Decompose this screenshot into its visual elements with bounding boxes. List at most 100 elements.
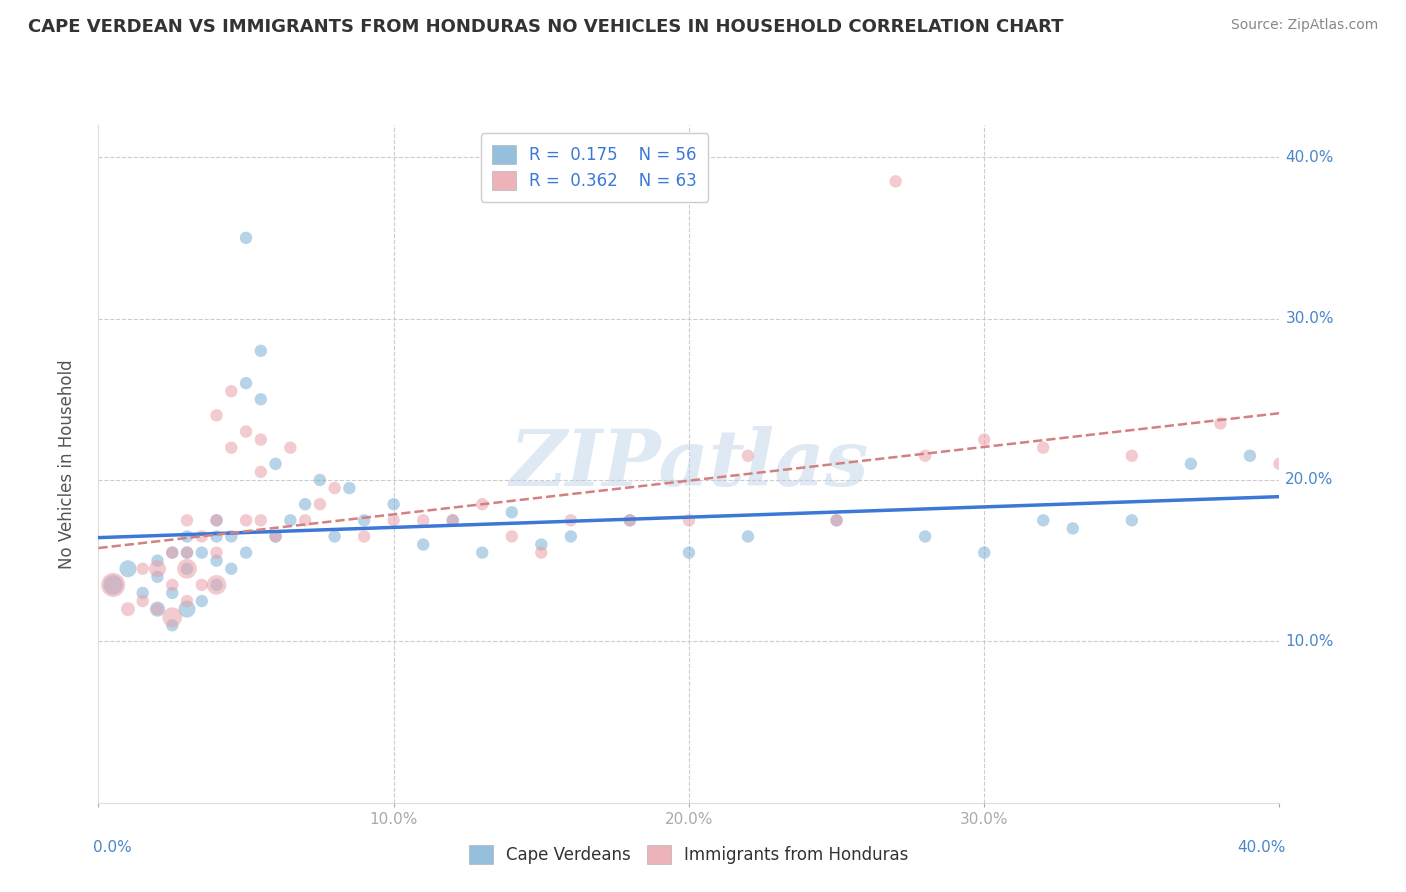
- Point: [235, 513, 257, 527]
- Point: [162, 546, 183, 560]
- Point: [132, 586, 155, 600]
- Point: [323, 481, 346, 495]
- Point: [162, 618, 183, 632]
- Point: [103, 578, 125, 592]
- Point: [176, 594, 198, 608]
- Point: [471, 497, 494, 511]
- Point: [264, 529, 287, 543]
- Point: [250, 343, 273, 358]
- Point: [309, 497, 332, 511]
- Point: [235, 546, 257, 560]
- Point: [914, 529, 936, 543]
- Point: [1062, 521, 1084, 535]
- Point: [530, 546, 553, 560]
- Point: [1327, 433, 1350, 447]
- Text: 40.0%: 40.0%: [1237, 840, 1285, 855]
- Y-axis label: No Vehicles in Household: No Vehicles in Household: [58, 359, 76, 569]
- Point: [162, 546, 183, 560]
- Text: 20.0%: 20.0%: [1285, 473, 1334, 488]
- Point: [146, 554, 169, 568]
- Point: [117, 562, 139, 576]
- Point: [737, 449, 759, 463]
- Point: [235, 231, 257, 245]
- Point: [205, 578, 228, 592]
- Point: [441, 513, 464, 527]
- Point: [412, 537, 434, 551]
- Point: [825, 513, 848, 527]
- Point: [825, 513, 848, 527]
- Point: [294, 513, 316, 527]
- Point: [176, 602, 198, 616]
- Point: [162, 610, 183, 624]
- Point: [1121, 449, 1143, 463]
- Point: [146, 602, 169, 616]
- Point: [471, 546, 494, 560]
- Point: [678, 513, 700, 527]
- Point: [412, 513, 434, 527]
- Point: [176, 562, 198, 576]
- Point: [294, 497, 316, 511]
- Point: [176, 562, 198, 576]
- Point: [382, 497, 405, 511]
- Point: [264, 457, 287, 471]
- Point: [146, 562, 169, 576]
- Point: [250, 433, 273, 447]
- Point: [191, 594, 214, 608]
- Point: [278, 441, 302, 455]
- Point: [219, 441, 242, 455]
- Text: CAPE VERDEAN VS IMMIGRANTS FROM HONDURAS NO VEHICLES IN HOUSEHOLD CORRELATION CH: CAPE VERDEAN VS IMMIGRANTS FROM HONDURAS…: [28, 18, 1063, 36]
- Point: [501, 505, 523, 519]
- Point: [1268, 457, 1291, 471]
- Point: [973, 546, 995, 560]
- Point: [1121, 513, 1143, 527]
- Point: [884, 174, 907, 188]
- Point: [1032, 441, 1054, 455]
- Point: [205, 409, 228, 423]
- Point: [382, 513, 405, 527]
- Point: [235, 376, 257, 391]
- Point: [103, 578, 125, 592]
- Text: ZIPatlas: ZIPatlas: [509, 425, 869, 502]
- Point: [191, 546, 214, 560]
- Point: [117, 602, 139, 616]
- Point: [560, 513, 582, 527]
- Point: [619, 513, 641, 527]
- Text: 0.0%: 0.0%: [93, 840, 131, 855]
- Point: [132, 562, 155, 576]
- Point: [530, 537, 553, 551]
- Text: 10.0%: 10.0%: [1285, 634, 1334, 648]
- Point: [309, 473, 332, 487]
- Point: [205, 513, 228, 527]
- Point: [205, 578, 228, 592]
- Point: [737, 529, 759, 543]
- Point: [191, 529, 214, 543]
- Point: [146, 570, 169, 584]
- Point: [1209, 417, 1232, 431]
- Point: [250, 465, 273, 479]
- Point: [205, 529, 228, 543]
- Point: [1239, 449, 1261, 463]
- Point: [162, 578, 183, 592]
- Point: [205, 554, 228, 568]
- Point: [1180, 457, 1202, 471]
- Point: [1032, 513, 1054, 527]
- Point: [323, 529, 346, 543]
- Point: [176, 546, 198, 560]
- Point: [353, 513, 375, 527]
- Point: [132, 594, 155, 608]
- Point: [441, 513, 464, 527]
- Text: 40.0%: 40.0%: [1285, 150, 1334, 165]
- Point: [264, 529, 287, 543]
- Point: [353, 529, 375, 543]
- Legend: Cape Verdeans, Immigrants from Honduras: Cape Verdeans, Immigrants from Honduras: [458, 833, 920, 876]
- Point: [219, 562, 242, 576]
- Point: [501, 529, 523, 543]
- Point: [219, 384, 242, 399]
- Point: [146, 602, 169, 616]
- Point: [162, 586, 183, 600]
- Text: 30.0%: 30.0%: [1285, 311, 1334, 326]
- Text: Source: ZipAtlas.com: Source: ZipAtlas.com: [1230, 18, 1378, 32]
- Point: [191, 578, 214, 592]
- Point: [619, 513, 641, 527]
- Point: [205, 513, 228, 527]
